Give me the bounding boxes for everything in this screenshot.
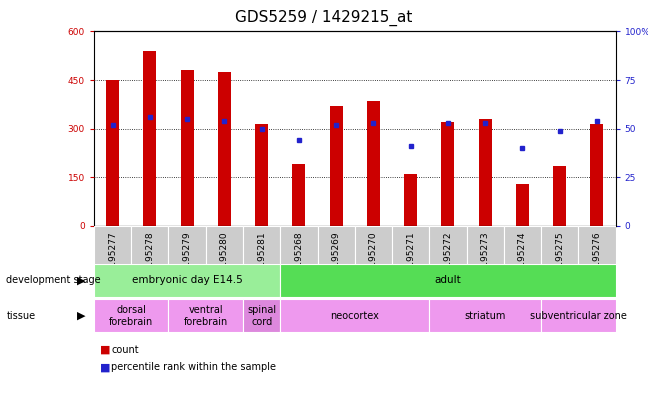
Bar [205, 226, 243, 295]
Bar [392, 226, 429, 295]
Bar [168, 226, 205, 295]
Text: count: count [111, 345, 139, 355]
Bar [131, 226, 168, 295]
Text: tissue: tissue [6, 311, 36, 321]
Text: GSM1195270: GSM1195270 [369, 231, 378, 292]
Text: GSM1195274: GSM1195274 [518, 231, 527, 292]
Text: GSM1195275: GSM1195275 [555, 231, 564, 292]
Bar [467, 226, 503, 295]
Text: subventricular zone: subventricular zone [530, 311, 627, 321]
Text: spinal
cord: spinal cord [247, 305, 276, 327]
Bar [404, 174, 417, 226]
Text: GSM1195281: GSM1195281 [257, 231, 266, 292]
Text: ventral
forebrain: ventral forebrain [183, 305, 228, 327]
Text: neocortex: neocortex [330, 311, 379, 321]
Bar [354, 226, 392, 295]
Text: embryonic day E14.5: embryonic day E14.5 [132, 275, 242, 285]
Text: GSM1195279: GSM1195279 [183, 231, 192, 292]
Text: ■: ■ [100, 362, 111, 373]
Text: GSM1195269: GSM1195269 [332, 231, 341, 292]
Bar [292, 164, 305, 226]
Bar [143, 51, 156, 226]
Text: GSM1195272: GSM1195272 [443, 231, 452, 292]
Bar [218, 72, 231, 226]
Text: dorsal
forebrain: dorsal forebrain [109, 305, 154, 327]
Text: percentile rank within the sample: percentile rank within the sample [111, 362, 277, 373]
Bar [168, 299, 243, 332]
Bar [330, 106, 343, 226]
Bar [94, 264, 280, 297]
Text: adult: adult [435, 275, 461, 285]
Bar [590, 124, 603, 226]
Bar [503, 226, 541, 295]
Bar [429, 299, 541, 332]
Text: striatum: striatum [465, 311, 506, 321]
Text: ■: ■ [100, 345, 111, 355]
Bar [106, 80, 119, 226]
Bar [553, 166, 566, 226]
Bar [479, 119, 492, 226]
Bar [181, 70, 194, 226]
Bar [255, 124, 268, 226]
Bar [541, 299, 616, 332]
Bar [243, 299, 280, 332]
Bar [318, 226, 354, 295]
Bar [541, 226, 578, 295]
Text: ▶: ▶ [76, 275, 86, 285]
Text: GSM1195277: GSM1195277 [108, 231, 117, 292]
Bar [578, 226, 616, 295]
Text: development stage: development stage [6, 275, 101, 285]
Bar [280, 264, 616, 297]
Bar [94, 226, 131, 295]
Bar [429, 226, 467, 295]
Text: GSM1195268: GSM1195268 [294, 231, 303, 292]
Bar [243, 226, 280, 295]
Text: ▶: ▶ [76, 311, 86, 321]
Text: GSM1195273: GSM1195273 [481, 231, 490, 292]
Bar [280, 299, 429, 332]
Bar [280, 226, 318, 295]
Bar [516, 184, 529, 226]
Text: GSM1195271: GSM1195271 [406, 231, 415, 292]
Text: GSM1195276: GSM1195276 [592, 231, 601, 292]
Bar [441, 122, 454, 226]
Text: GDS5259 / 1429215_at: GDS5259 / 1429215_at [235, 10, 413, 26]
Text: GSM1195280: GSM1195280 [220, 231, 229, 292]
Bar [367, 101, 380, 226]
Bar [94, 299, 168, 332]
Text: GSM1195278: GSM1195278 [145, 231, 154, 292]
